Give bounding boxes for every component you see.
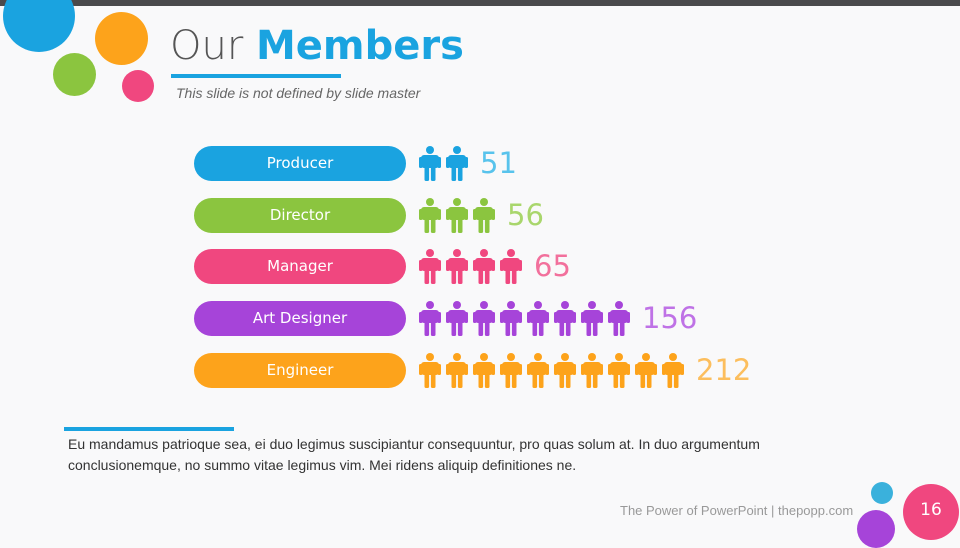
- footer-text: The Power of PowerPoint | thepopp.com: [620, 503, 854, 518]
- person-icon: [526, 301, 550, 340]
- value-label: 56: [507, 197, 544, 232]
- person-icon: [580, 352, 604, 392]
- person-icon: [445, 146, 469, 185]
- person-icon: [445, 249, 469, 288]
- decor-circle-blue: [3, 0, 75, 52]
- decor-circle-pink: [122, 70, 154, 102]
- description-text: Eu mandamus patrioque sea, ei duo legimu…: [68, 436, 760, 473]
- person-icon: [472, 352, 496, 392]
- person-icon: [499, 352, 523, 392]
- person-icon: [580, 301, 604, 340]
- value-label: 65: [534, 249, 571, 284]
- person-icon: [661, 352, 685, 392]
- person-icon: [418, 352, 442, 392]
- person-icon: [418, 146, 442, 185]
- title-light: Our: [170, 23, 244, 69]
- person-icon: [634, 352, 658, 392]
- person-icon: [607, 352, 631, 392]
- person-icon: [499, 301, 523, 340]
- category-label: Art Designer: [194, 301, 406, 337]
- person-icon: [418, 301, 442, 340]
- person-icon: [472, 249, 496, 288]
- person-icon: [553, 301, 577, 340]
- category-label: Producer: [194, 146, 406, 181]
- decor-circle-orange: [95, 12, 148, 65]
- person-icon: [526, 352, 550, 392]
- person-icon: [445, 301, 469, 340]
- person-icon: [499, 249, 523, 288]
- category-label: Engineer: [194, 352, 406, 388]
- description-accent-line: [64, 427, 234, 431]
- value-label: 212: [696, 352, 752, 387]
- value-label: 156: [642, 301, 698, 336]
- title-bold: Members: [256, 23, 464, 69]
- page-title: Our Members: [170, 22, 464, 70]
- title-underline: [171, 74, 341, 78]
- subtitle: This slide is not defined by slide maste…: [176, 85, 421, 101]
- person-icon: [418, 197, 442, 237]
- category-label: Manager: [194, 249, 406, 285]
- person-icon: [472, 197, 496, 237]
- person-icon: [418, 249, 442, 288]
- top-bar: [0, 0, 960, 6]
- person-icon: [553, 352, 577, 392]
- person-icon: [445, 197, 469, 237]
- person-icon: [445, 352, 469, 392]
- decor-circle-small-purple: [857, 510, 895, 548]
- person-icon: [607, 301, 631, 340]
- decor-circle-green: [53, 53, 96, 96]
- decor-circle-small-blue: [871, 482, 893, 504]
- value-label: 51: [480, 146, 517, 180]
- page-number-badge: 16: [903, 484, 959, 540]
- category-label: Director: [194, 197, 406, 233]
- person-icon: [472, 301, 496, 340]
